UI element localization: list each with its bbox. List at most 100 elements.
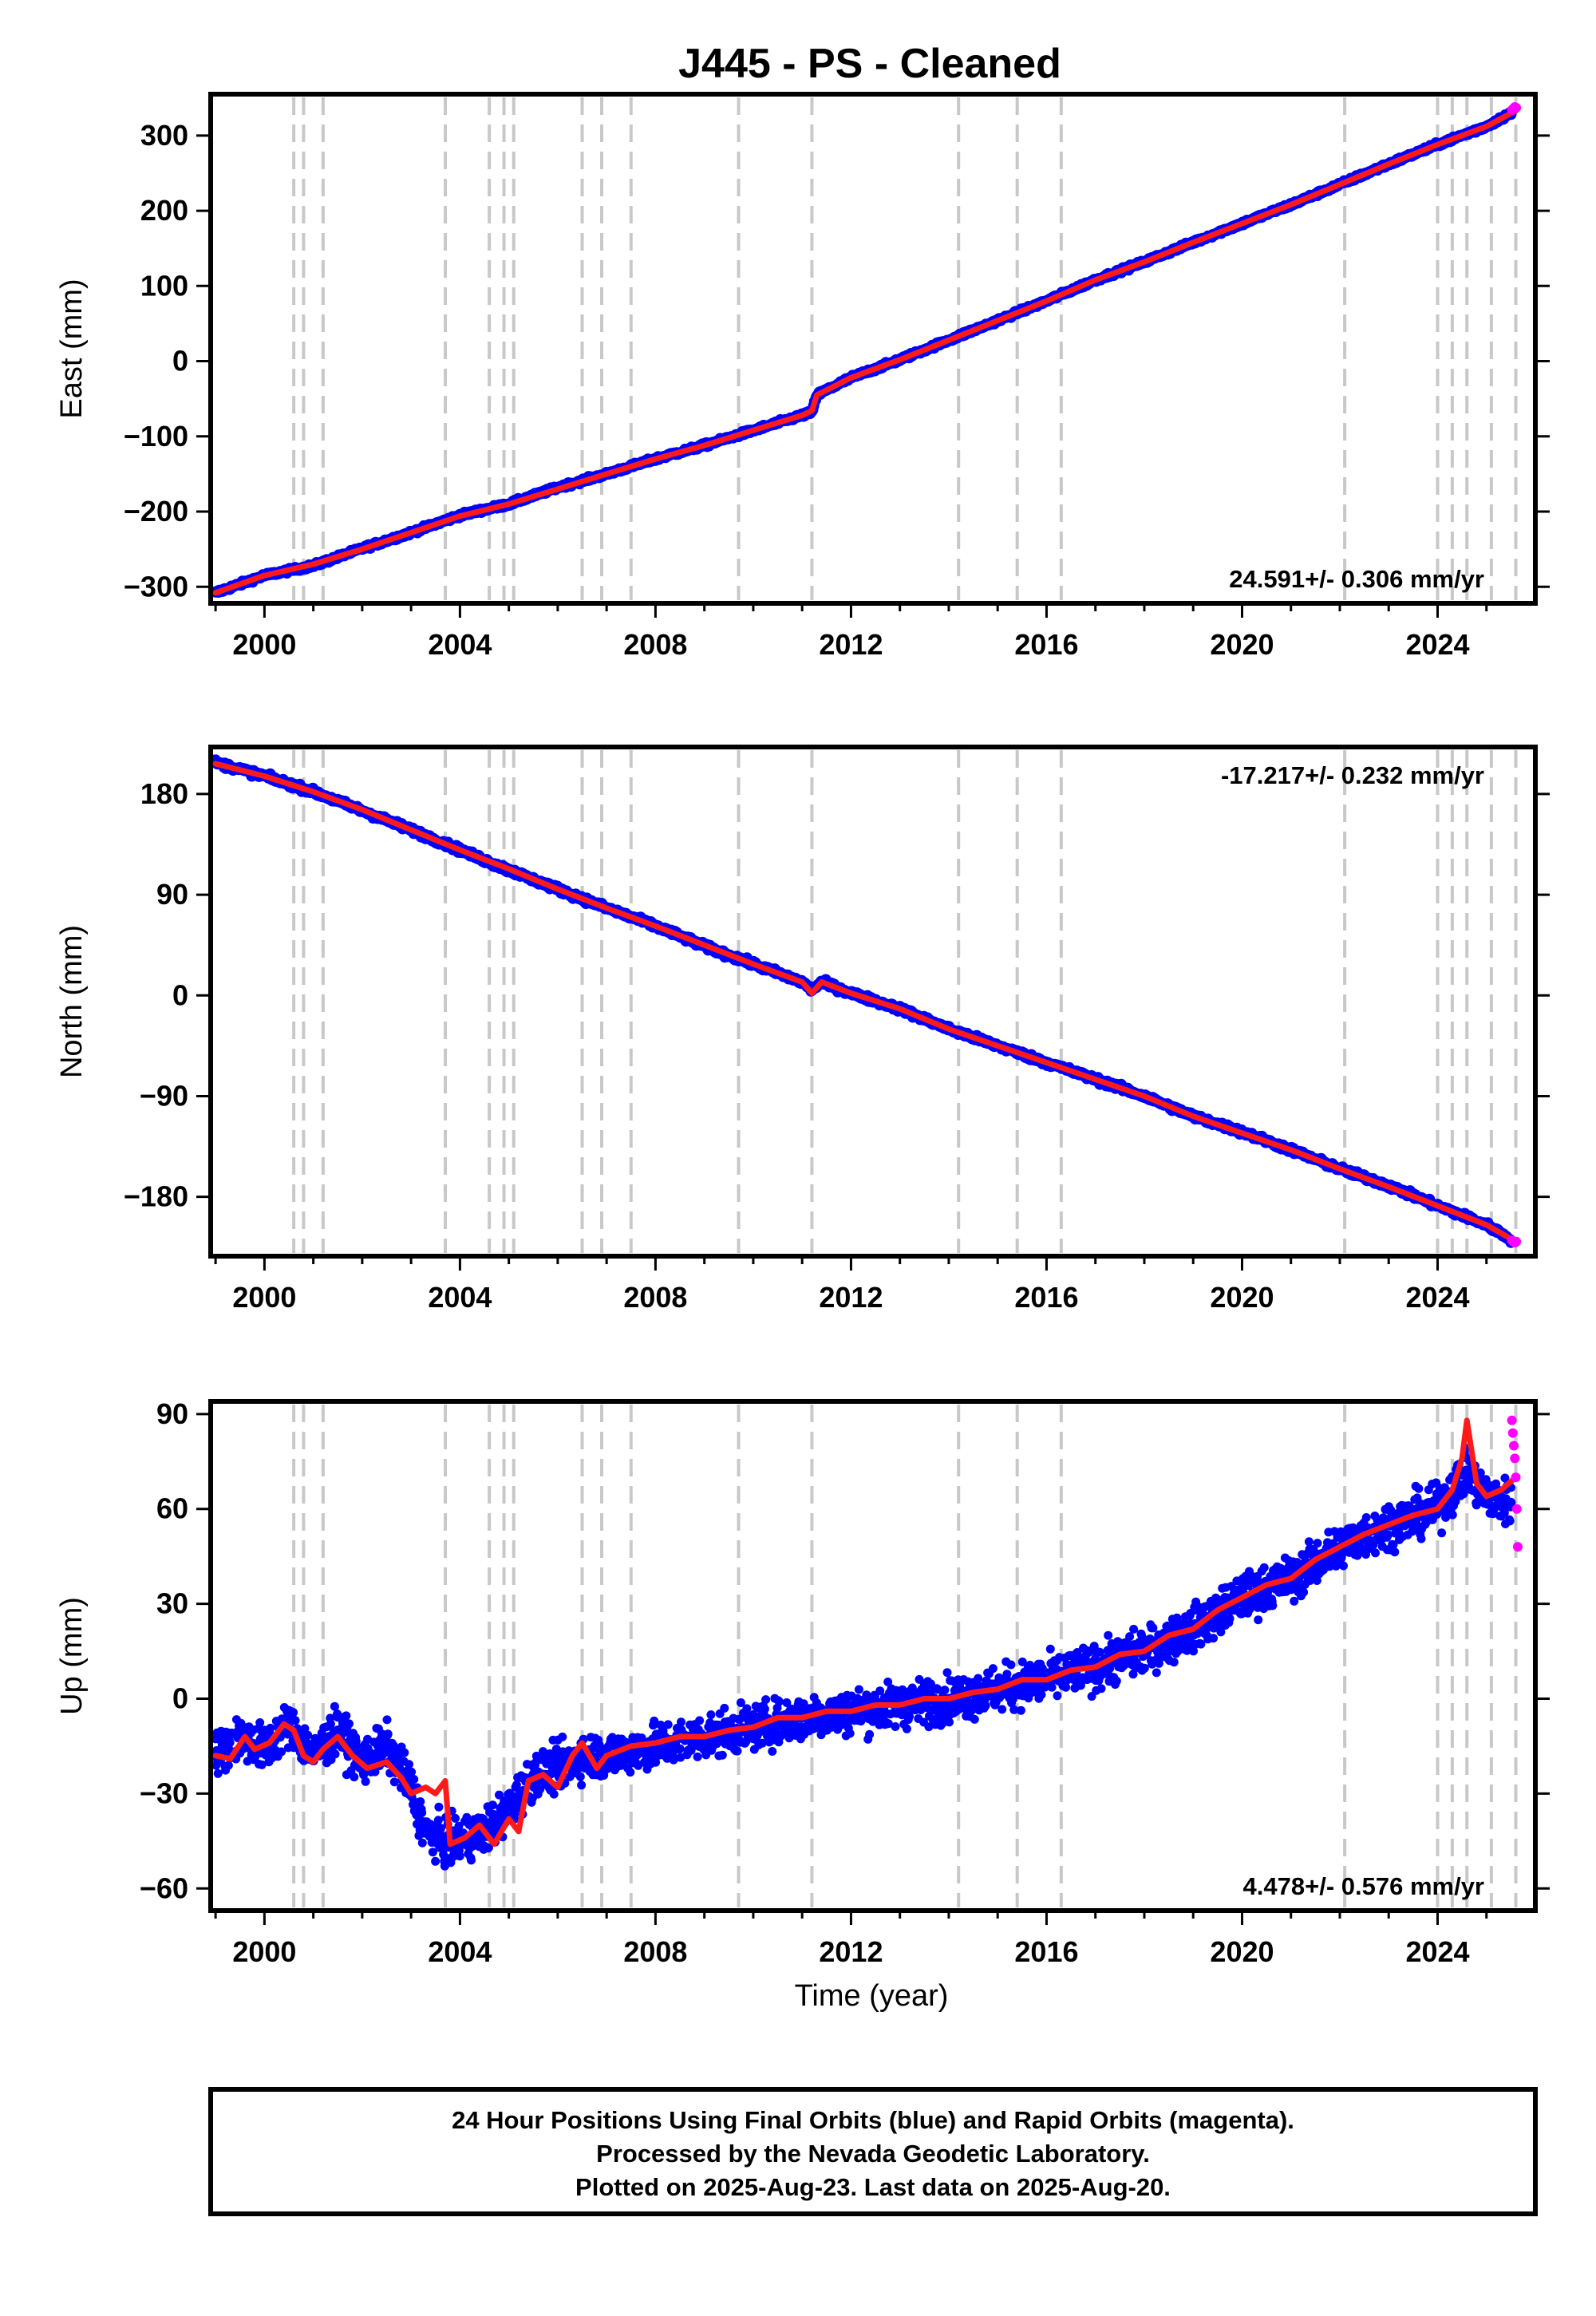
y-axis-label: East (mm): [55, 279, 89, 418]
x-tick-label: 2016: [1014, 628, 1078, 661]
y-tick-label: −200: [124, 495, 188, 528]
x-tick-label: 2004: [428, 1281, 492, 1314]
final-orbit-point: [1140, 1663, 1149, 1673]
final-orbit-point: [933, 1685, 942, 1694]
final-orbit-point: [436, 1824, 445, 1833]
final-orbit-point: [675, 1744, 685, 1753]
final-orbit-point: [361, 1777, 370, 1786]
final-orbit-point: [938, 1719, 947, 1729]
y-tick-label: −100: [124, 420, 188, 453]
final-orbit-point: [757, 1738, 767, 1748]
rapid-orbit-point: [1511, 102, 1522, 113]
final-orbit-point: [1002, 1670, 1012, 1679]
final-orbit-point: [1096, 1684, 1106, 1694]
y-axis-label: North (mm): [55, 925, 89, 1078]
final-orbit-point: [669, 1755, 678, 1765]
y-tick-label: 300: [140, 119, 188, 152]
y-tick-label: −180: [124, 1180, 188, 1213]
final-orbit-point: [775, 1697, 784, 1706]
final-orbit-point: [407, 1767, 417, 1777]
final-orbit-point: [558, 1732, 567, 1741]
final-orbit-point: [1104, 1630, 1113, 1640]
final-orbit-point: [433, 1816, 443, 1825]
final-orbit-point: [1025, 1661, 1035, 1670]
final-orbit-point: [213, 1769, 223, 1778]
final-orbit-point: [695, 1716, 705, 1725]
final-orbit-point: [693, 1752, 702, 1761]
final-orbit-point: [883, 1678, 893, 1686]
final-orbit-point: [577, 1780, 587, 1790]
final-orbit-point: [342, 1711, 351, 1721]
final-orbit-point: [488, 1800, 497, 1810]
final-orbit-point: [454, 1821, 464, 1831]
final-orbit-point: [257, 1760, 267, 1769]
final-orbit-point: [467, 1856, 476, 1865]
final-orbit-point: [736, 1698, 745, 1707]
final-orbit-point: [495, 1790, 504, 1800]
north-panel: 2000 2004 2008 2012 2016 2020 2024−180−9009018…: [55, 745, 1550, 1314]
final-orbit-point: [663, 1720, 673, 1729]
final-orbit-point: [677, 1717, 685, 1727]
final-orbit-point: [1112, 1676, 1121, 1686]
final-orbit-point: [300, 1724, 310, 1733]
x-tick-label: 2000: [232, 1281, 296, 1314]
y-tick-label: 0: [172, 978, 188, 1011]
final-orbit-point: [602, 1764, 612, 1773]
final-orbit-point: [1009, 1705, 1019, 1714]
final-orbit-point: [845, 1729, 855, 1738]
final-orbit-point: [854, 1685, 863, 1694]
final-orbit-point: [768, 1747, 777, 1756]
y-tick-label: 0: [172, 345, 188, 377]
final-orbit-point: [1016, 1705, 1025, 1715]
rapid-orbit-point: [1511, 1236, 1522, 1247]
x-tick-label: 2020: [1210, 628, 1274, 661]
final-orbit-point: [330, 1701, 339, 1711]
final-orbit-point: [915, 1674, 924, 1684]
final-orbit-point: [428, 1848, 437, 1857]
x-tick-label: 2020: [1210, 1281, 1274, 1314]
final-orbit-point: [383, 1729, 393, 1739]
y-tick-label: −300: [124, 570, 188, 603]
final-orbit-point: [771, 1725, 780, 1734]
x-tick-label: 2000: [232, 628, 296, 661]
plot-area: [211, 102, 1522, 598]
final-orbit-point: [225, 1738, 235, 1747]
final-orbit-point: [350, 1773, 359, 1782]
final-orbit-point: [1076, 1681, 1085, 1690]
y-tick-label: 180: [140, 777, 188, 810]
final-orbit-point: [733, 1746, 742, 1756]
final-orbit-point: [417, 1808, 427, 1817]
final-orbit-point: [998, 1705, 1007, 1714]
final-orbit-point: [389, 1777, 399, 1787]
plot-area: [211, 1415, 1523, 1871]
final-orbit-point: [760, 1704, 769, 1713]
final-orbit-point: [223, 1761, 233, 1770]
final-orbit-point: [455, 1852, 464, 1861]
final-orbit-point: [970, 1714, 979, 1724]
final-orbit-point: [1006, 1660, 1016, 1670]
final-orbit-point: [484, 1843, 493, 1852]
x-tick-label: 2012: [819, 1281, 883, 1314]
final-orbit-point: [891, 1722, 900, 1731]
final-orbit-point: [799, 1699, 808, 1709]
final-orbit-point: [512, 1780, 521, 1789]
final-orbit-point: [902, 1724, 911, 1733]
final-orbit-point: [382, 1715, 392, 1725]
x-tick-label: 2024: [1405, 1281, 1469, 1314]
model-line: [212, 108, 1519, 596]
plot-frame: [208, 745, 1538, 1259]
final-orbit-point: [626, 1768, 635, 1777]
final-orbit-point: [1169, 1658, 1179, 1667]
y-tick-label: 100: [140, 269, 188, 302]
final-orbit-point: [434, 1802, 444, 1812]
final-orbit-point: [431, 1856, 440, 1866]
velocity-rate-label: 24.591+/- 0.306 mm/yr: [1229, 565, 1484, 593]
final-orbit-point: [330, 1749, 340, 1759]
final-orbit-point: [974, 1674, 983, 1683]
final-orbit-point: [865, 1729, 875, 1739]
final-orbit-point: [1037, 1690, 1046, 1699]
final-orbit-point: [1129, 1624, 1139, 1634]
final-orbit-point: [875, 1686, 885, 1696]
final-orbit-point: [945, 1717, 954, 1727]
